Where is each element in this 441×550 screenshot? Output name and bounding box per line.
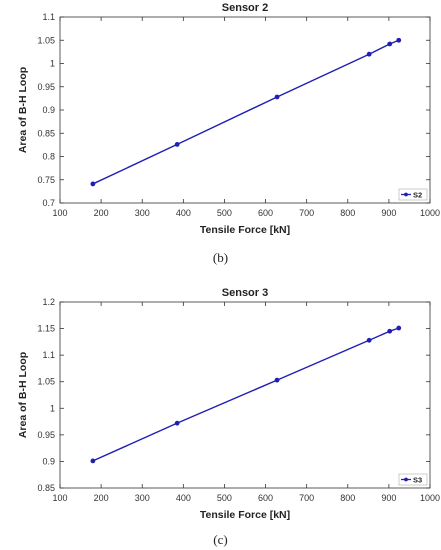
data-point — [366, 337, 372, 343]
x-tick-label: 200 — [94, 493, 109, 503]
y-tick-label: 1.1 — [42, 350, 55, 360]
x-tick-label: 300 — [135, 208, 150, 218]
data-point — [396, 37, 402, 43]
x-tick-label: 800 — [340, 493, 355, 503]
legend-label: S3 — [413, 476, 422, 485]
x-tick-label: 200 — [94, 208, 109, 218]
x-tick-label: 400 — [176, 493, 191, 503]
panel-label-c: (c) — [213, 532, 228, 547]
legend-marker — [404, 192, 408, 197]
y-tick-label: 1 — [50, 403, 55, 413]
x-axis-label: Tensile Force [kN] — [200, 224, 290, 235]
data-point — [387, 41, 393, 47]
data-point — [274, 94, 280, 100]
y-tick-label: 1 — [50, 59, 55, 69]
y-axis-label: Area of B-H Loop — [17, 352, 29, 438]
data-point — [90, 458, 96, 464]
y-tick-label: 0.85 — [37, 128, 55, 138]
x-tick-label: 500 — [217, 493, 232, 503]
data-point — [90, 181, 96, 187]
data-point — [366, 51, 372, 57]
x-tick-label: 700 — [299, 493, 314, 503]
x-tick-label: 600 — [258, 493, 273, 503]
y-tick-label: 0.9 — [42, 105, 55, 115]
plot-frame — [59, 301, 431, 489]
legend-label: S2 — [413, 191, 422, 200]
y-tick-label: 0.9 — [42, 456, 55, 466]
series-line — [92, 327, 399, 462]
data-point — [396, 325, 402, 331]
x-tick-label: 500 — [217, 208, 232, 218]
plot-frame — [59, 16, 431, 204]
y-tick-label: 1.1 — [42, 12, 55, 22]
y-tick-label: 1.2 — [42, 297, 55, 307]
y-axis-label: Area of B-H Loop — [17, 67, 29, 153]
chart-title: Sensor 2 — [222, 2, 268, 14]
y-tick-label: 0.95 — [37, 430, 55, 440]
x-tick-label: 600 — [258, 208, 273, 218]
x-tick-label: 900 — [381, 208, 396, 218]
x-tick-label: 100 — [52, 208, 67, 218]
x-axis-label: Tensile Force [kN] — [200, 509, 290, 520]
data-point — [274, 377, 280, 383]
x-tick-label: 1000 — [420, 208, 440, 218]
y-tick-label: 0.95 — [37, 82, 55, 92]
sensor-3-chart: Sensor 3 100 200 300 400 500 600 700 800 900 1000 0… — [17, 287, 440, 520]
y-tick-label: 0.75 — [37, 175, 55, 185]
x-tick-label: 300 — [135, 493, 150, 503]
y-tick-label: 0.7 — [42, 198, 55, 208]
y-tick-label: 0.85 — [37, 483, 55, 493]
x-tick-label: 100 — [52, 493, 67, 503]
x-tick-label: 400 — [176, 208, 191, 218]
chart-title: Sensor 3 — [222, 287, 268, 299]
x-tick-label: 900 — [381, 493, 396, 503]
legend-box — [398, 188, 428, 201]
panel-label-b: (b) — [212, 250, 229, 265]
y-tick-label: 1.05 — [37, 35, 55, 45]
legend-box — [398, 473, 428, 486]
series-line — [92, 39, 400, 185]
data-point — [387, 328, 393, 334]
legend-marker — [404, 477, 408, 482]
y-tick-label: 1.05 — [37, 377, 55, 387]
x-tick-label: 700 — [299, 208, 314, 218]
y-tick-label: 1.15 — [37, 324, 55, 334]
x-tick-label: 800 — [340, 208, 355, 218]
data-point — [174, 420, 180, 426]
sensor-2-chart: Sensor 2 100 200 300 400 500 600 700 800 900 1000 0… — [17, 2, 440, 235]
data-point — [174, 142, 180, 147]
y-tick-label: 0.8 — [42, 152, 55, 162]
x-tick-label: 1000 — [420, 493, 440, 503]
